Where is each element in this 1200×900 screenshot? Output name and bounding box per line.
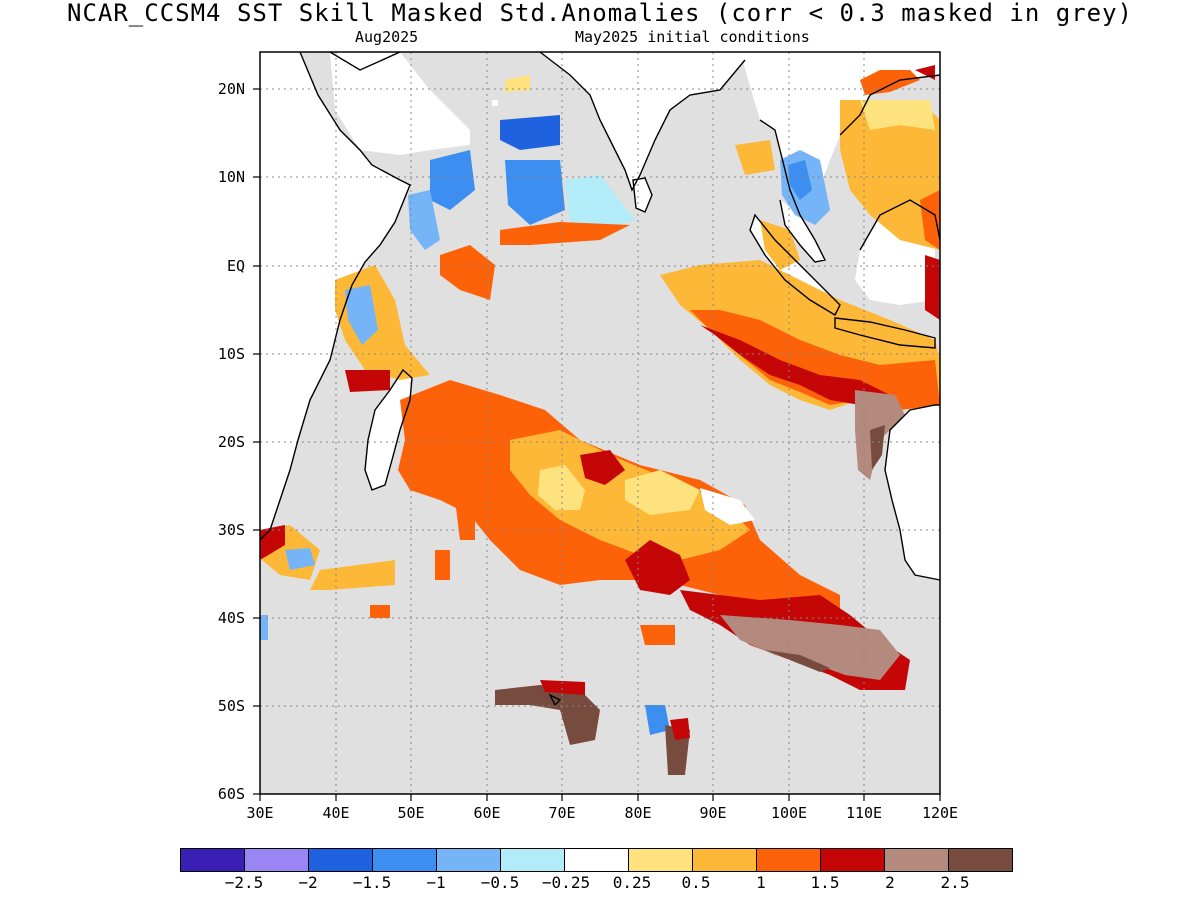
coastlines <box>259 51 941 707</box>
y-tick-label: 10S <box>217 345 245 363</box>
colorbar-label: −1.5 <box>352 873 392 892</box>
colorbar-label: −0.5 <box>480 873 520 892</box>
colorbar-swatch <box>629 849 693 871</box>
colorbar-label: −1 <box>426 873 446 892</box>
colorbar-label: −2 <box>298 873 318 892</box>
colorbar-swatch <box>821 849 885 871</box>
x-tick-label: 60E <box>473 804 501 822</box>
x-tick-label: 100E <box>770 804 808 822</box>
colorbar-label: 2.5 <box>940 873 970 892</box>
colorbar-swatch <box>949 849 1012 871</box>
x-tick-label: 50E <box>397 804 425 822</box>
x-tick-label: 120E <box>921 804 959 822</box>
colorbar-swatch <box>245 849 309 871</box>
x-tick-label: 110E <box>845 804 883 822</box>
colorbar-swatch <box>309 849 373 871</box>
plot-title: NCAR_CCSM4 SST Skill Masked Std.Anomalie… <box>67 0 1133 27</box>
anomaly-shading <box>260 65 940 775</box>
y-tick-label: 10N <box>217 168 245 186</box>
x-tick-label: 30E <box>246 804 274 822</box>
valid-month-label: Aug2025 <box>355 28 419 46</box>
colorbar-swatch <box>757 849 821 871</box>
colorbar-label: −0.25 <box>541 873 591 892</box>
colorbar-label: 2 <box>885 873 895 892</box>
plot-frame <box>259 51 941 795</box>
x-tick-label: 40E <box>322 804 350 822</box>
colorbar-label: 1.5 <box>810 873 840 892</box>
y-tick-label: 50S <box>217 697 245 715</box>
colorbar-label: 0.25 <box>612 873 652 892</box>
y-tick-label: 30S <box>217 521 245 539</box>
colorbar-swatch <box>181 849 245 871</box>
colorbar-swatch <box>501 849 565 871</box>
y-tick-label: 20S <box>217 433 245 451</box>
colorbar-label: −2.5 <box>224 873 264 892</box>
colorbar <box>180 848 1013 872</box>
colorbar-swatch <box>693 849 757 871</box>
gridlines <box>260 52 940 794</box>
colorbar-label: 1 <box>756 873 766 892</box>
x-tick-label: 80E <box>624 804 652 822</box>
colorbar-swatch <box>565 849 629 871</box>
y-tick-label: 20N <box>217 80 245 98</box>
colorbar-swatch <box>373 849 437 871</box>
y-tick-label: 40S <box>217 609 245 627</box>
colorbar-swatch <box>437 849 501 871</box>
initial-conditions-label: May2025 initial conditions <box>575 28 810 46</box>
colorbar-swatch <box>885 849 949 871</box>
x-tick-label: 70E <box>548 804 576 822</box>
colorbar-label: 0.5 <box>681 873 711 892</box>
tick-marks <box>253 88 941 801</box>
y-tick-label: 60S <box>217 785 245 803</box>
y-tick-label: EQ <box>226 257 245 275</box>
x-tick-label: 90E <box>699 804 727 822</box>
